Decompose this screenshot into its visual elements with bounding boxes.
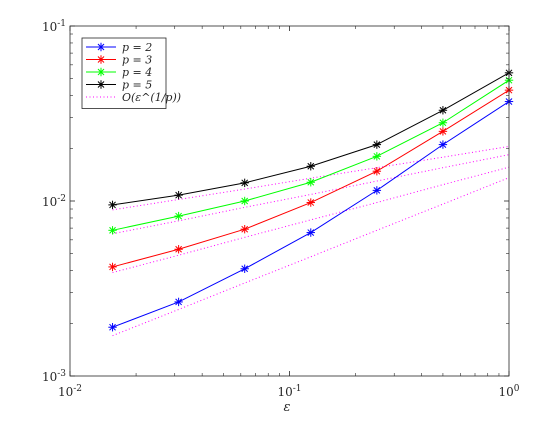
y-tick-label: 10-2: [42, 194, 66, 209]
legend-label: O(ε^(1/p)): [122, 91, 181, 104]
data-point: [174, 211, 183, 221]
reference-line-3: [112, 154, 510, 235]
legend-marker: [96, 80, 106, 89]
data-point: [240, 196, 249, 206]
legend-marker: [96, 42, 106, 52]
data-point: [438, 140, 448, 149]
series-2: [108, 85, 514, 272]
data-point: [108, 200, 117, 210]
data-point: [240, 178, 249, 188]
x-axis-label: ε: [284, 400, 291, 415]
data-point: [108, 262, 117, 272]
data-point: [174, 190, 183, 200]
series-line: [112, 101, 510, 328]
data-point: [306, 162, 315, 171]
data-point: [174, 297, 183, 307]
series-1: [108, 97, 514, 332]
x-tick-label: 10-2: [58, 384, 82, 399]
y-tick-label: 10-3: [42, 369, 66, 384]
data-point: [306, 178, 315, 187]
legend-label: p = 3: [122, 54, 152, 67]
data-point: [174, 245, 183, 254]
legend-entry: p = 2: [86, 41, 152, 54]
data-point: [108, 226, 117, 235]
legend-box: [81, 37, 167, 109]
legend-marker: [96, 67, 106, 77]
legend-marker: [96, 55, 106, 64]
series-4: [108, 68, 514, 210]
data-point: [438, 127, 448, 136]
data-point: [372, 186, 382, 195]
data-point: [240, 225, 249, 234]
data-point: [438, 106, 448, 115]
reference-line-4: [112, 145, 510, 211]
data-point: [108, 323, 117, 332]
series-lines: [108, 68, 514, 332]
data-point: [372, 167, 382, 176]
legend-entry: O(ε^(1/p)): [86, 91, 181, 104]
x-tick-label: 10-1: [277, 384, 301, 399]
data-point: [240, 264, 249, 273]
y-tick-label: 10-1: [42, 19, 66, 34]
data-point: [438, 118, 448, 127]
data-point: [372, 152, 382, 161]
data-point: [306, 198, 315, 207]
reference-lines: [112, 145, 510, 337]
legend-entry: p = 5: [86, 79, 152, 92]
x-tick-label: 100: [498, 384, 519, 399]
data-point: [306, 228, 315, 237]
legend-label: p = 5: [122, 79, 152, 92]
legend-entry: p = 3: [86, 54, 152, 67]
ticks: 10-310-210-110-2 10-1 100: [42, 19, 520, 399]
legend: p = 2p = 3p = 4p = 5O(ε^(1/p)): [81, 37, 181, 109]
data-point: [372, 140, 382, 149]
legend-entry: p = 4: [86, 66, 152, 79]
legend-label: p = 2: [122, 41, 152, 54]
legend-label: p = 4: [122, 66, 152, 79]
